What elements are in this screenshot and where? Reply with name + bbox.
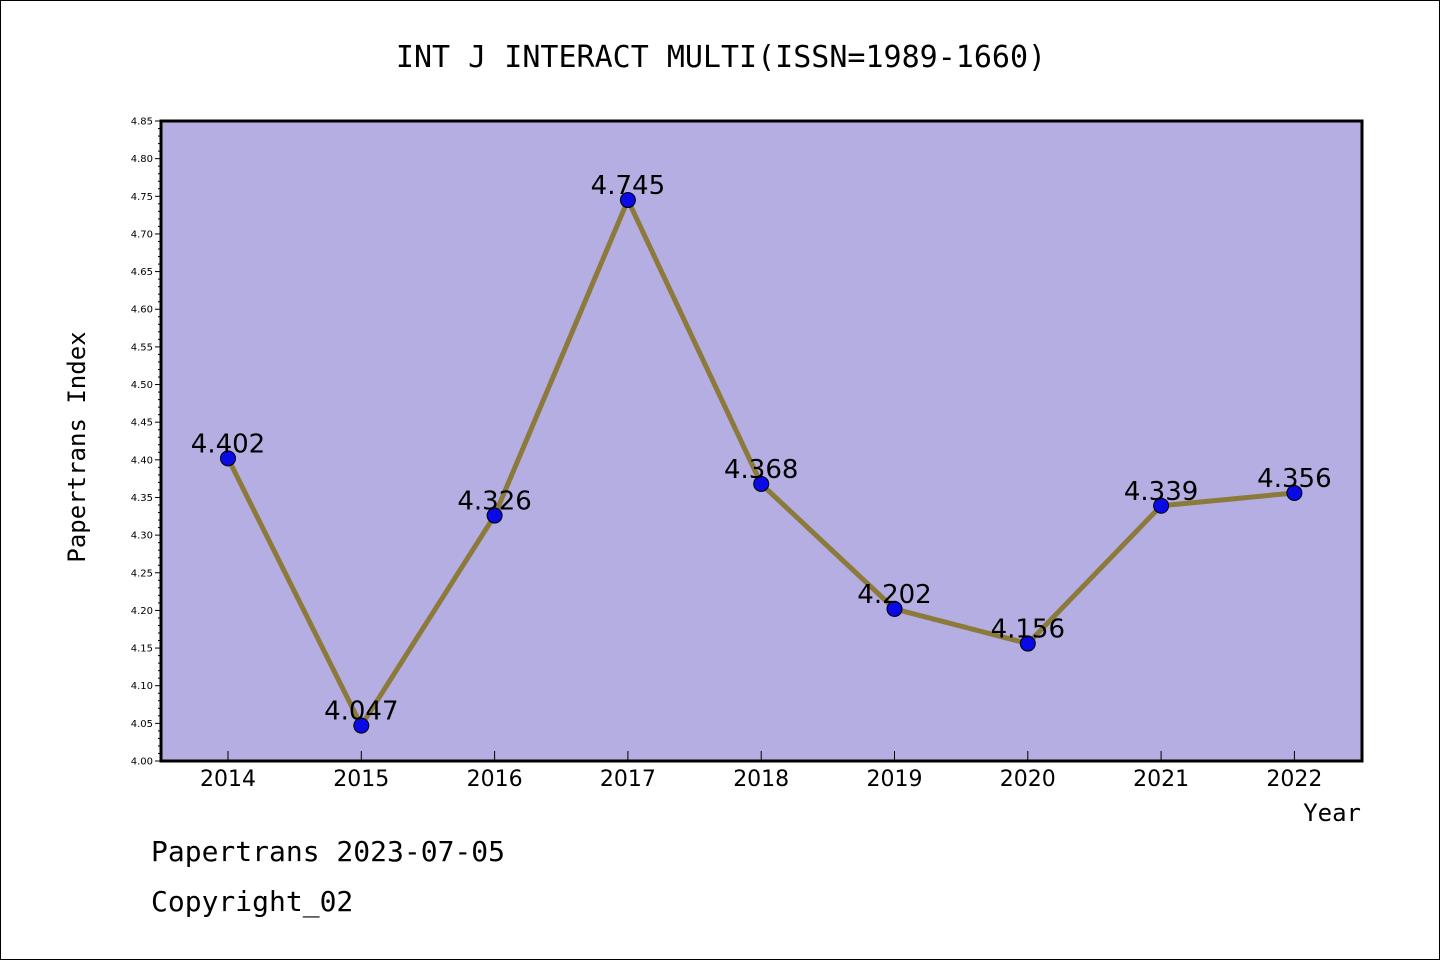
data-value-label: 4.339 [1124, 477, 1198, 507]
data-value-label: 4.368 [724, 455, 798, 485]
y-tick-label: 4.75 [131, 192, 153, 203]
x-axis-ticks: 2014 2015 2016 2017 2018 2019 2020 2021 2022 [200, 751, 1322, 792]
footer-date: Papertrans 2023-07-05 [151, 835, 506, 868]
x-tick-label: 2019 [867, 767, 923, 792]
y-tick-label: 4.25 [131, 568, 153, 579]
plot-area [161, 121, 1362, 761]
x-tick-label: 2018 [733, 767, 789, 792]
footer-copyright: Copyright_02 [151, 885, 354, 918]
y-tick-label: 4.40 [131, 455, 153, 466]
x-axis-label: Year [1303, 799, 1361, 827]
y-tick-label: 4.20 [131, 606, 153, 617]
chart-title: INT J INTERACT MULTI(ISSN=1989-1660) [396, 40, 1046, 75]
y-tick-label: 4.30 [131, 531, 153, 542]
x-tick-label: 2016 [467, 767, 523, 792]
data-value-label: 4.326 [457, 487, 531, 517]
data-labels-group: 4.402 4.047 4.326 4.745 4.368 4.202 4.156 4.339… [191, 171, 1332, 727]
data-point [1019, 635, 1036, 652]
x-tick-label: 2022 [1266, 767, 1322, 792]
data-value-label: 4.156 [991, 615, 1065, 645]
x-tick-label: 2021 [1133, 767, 1189, 792]
y-axis-ticks: 4.00 4.05 4.10 4.15 4.20 4.25 4.30 4.35 4.40 4.45… [131, 117, 161, 768]
data-value-label: 4.402 [191, 429, 265, 459]
data-value-label: 4.745 [591, 171, 665, 201]
x-tick-label: 2020 [1000, 767, 1056, 792]
y-tick-label: 4.65 [131, 267, 153, 278]
data-point [1286, 484, 1303, 501]
y-tick-label: 4.85 [131, 117, 153, 128]
data-point [886, 600, 903, 617]
y-tick-label: 4.70 [131, 229, 153, 240]
y-tick-label: 4.15 [131, 644, 153, 655]
y-tick-label: 4.80 [131, 154, 153, 165]
y-tick-label: 4.05 [131, 719, 153, 730]
data-point [619, 192, 636, 209]
data-value-label: 4.202 [857, 580, 931, 610]
data-point [1153, 497, 1170, 514]
y-tick-label: 4.35 [131, 493, 153, 504]
y-tick-label: 4.55 [131, 342, 153, 353]
data-point [753, 475, 770, 492]
data-value-label: 4.047 [324, 697, 398, 727]
data-points-group [220, 192, 1303, 734]
y-tick-label: 4.50 [131, 380, 153, 391]
data-point [220, 450, 236, 467]
plot-border [159, 119, 1364, 763]
data-point [486, 507, 503, 524]
y-tick-label: 4.10 [131, 681, 153, 692]
y-tick-label: 4.00 [131, 757, 153, 768]
x-tick-label: 2015 [333, 767, 389, 792]
x-tick-label: 2014 [200, 767, 256, 792]
data-value-label: 4.356 [1257, 464, 1331, 494]
y-tick-label: 4.45 [131, 418, 153, 429]
y-tick-label: 4.60 [131, 305, 153, 316]
y-axis-label: Papertrans Index [63, 331, 91, 562]
x-tick-label: 2017 [600, 767, 656, 792]
data-point [353, 717, 370, 734]
